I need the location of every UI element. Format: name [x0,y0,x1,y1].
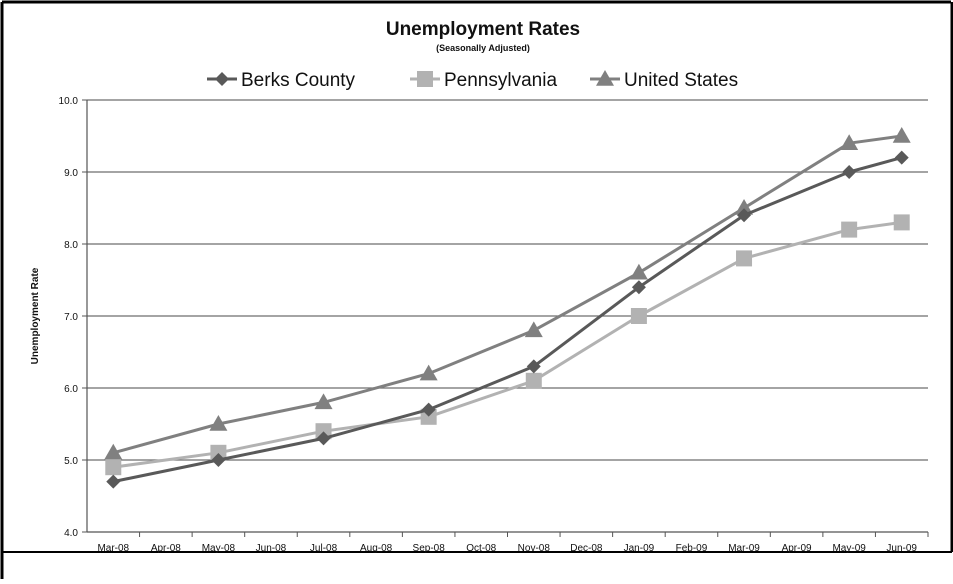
x-tick-label: Jul-08 [310,543,338,554]
legend-item: Pennsylvania [410,70,557,91]
legend-item: United States [590,70,738,91]
triangle-marker [524,321,543,338]
chart-title: Unemployment Rates [386,19,580,40]
square-marker [105,459,122,476]
chart-subtitle: (Seasonally Adjusted) [436,43,530,53]
square-marker [210,444,227,461]
triangle-marker [314,393,333,410]
x-tick-label: Feb-09 [676,543,708,554]
x-tick-label: Jun-08 [256,543,287,554]
x-tick-label: Jun-09 [886,543,917,554]
y-tick-labels: 4.0 5.0 6.0 7.0 8.0 9.0 10.0 [59,96,79,539]
square-marker [630,308,647,324]
diamond-marker [211,453,226,467]
triangle-marker [419,364,438,381]
y-tick-label: 7.0 [64,312,78,323]
x-tick-label: Aug-08 [360,543,393,554]
y-axis-title: Unemployment Rate [30,267,41,364]
triangle-marker [892,127,911,143]
diamond-marker [316,431,331,446]
triangle-marker [735,199,754,215]
x-tick-label: May-08 [202,543,236,554]
series-united-states [104,127,911,460]
diamond-marker [842,165,857,179]
x-tick-label: Nov-08 [518,543,551,554]
x-tick-label: May-09 [832,543,866,554]
square-marker [417,71,433,87]
triangle-marker [596,70,614,86]
y-tick-label: 6.0 [64,384,78,395]
legend-item: Berks County [207,70,356,91]
gridlines [87,99,928,461]
diamond-marker [894,150,909,165]
square-marker [893,214,910,231]
diamond-marker [106,474,121,489]
square-marker [315,423,332,440]
x-tick-label: Oct-08 [466,543,496,554]
data-series [104,127,911,489]
legend-label: Pennsylvania [444,70,557,91]
triangle-marker [840,134,859,150]
x-tick-labels: Mar-08 Apr-08 May-08 Jun-08 Jul-08 Aug-08 Sep-… [97,543,917,554]
diamond-marker [737,208,752,223]
series-berks-county [106,150,909,489]
y-tick-label: 4.0 [64,528,78,539]
axes [82,99,929,537]
legend-label: United States [624,70,738,91]
square-marker [841,221,858,238]
y-tick-label: 9.0 [64,168,78,179]
x-tick-label: Apr-08 [151,543,181,554]
y-tick-label: 8.0 [64,240,78,251]
square-marker [736,250,753,267]
diamond-marker [215,72,229,86]
x-tick-label: Apr-09 [782,543,812,554]
legend-label: Berks County [241,70,356,91]
x-tick-label: Mar-09 [728,543,760,554]
diamond-marker [421,402,436,417]
series-pennsylvania [105,214,910,476]
x-tick-label: Mar-08 [97,543,129,554]
triangle-marker [629,263,648,280]
diamond-marker [631,280,646,295]
square-marker [525,372,542,389]
x-tick-label: Sep-08 [413,543,446,554]
x-tick-label: Jan-09 [624,543,655,554]
chart-legend: Berks County Pennsylvania United States [207,70,738,91]
y-tick-label: 10.0 [59,96,79,107]
y-tick-label: 5.0 [64,456,78,467]
diamond-marker [526,359,541,374]
x-tick-label: Dec-08 [570,543,603,554]
triangle-marker [104,443,123,460]
square-marker [420,408,437,425]
triangle-marker [209,415,228,431]
